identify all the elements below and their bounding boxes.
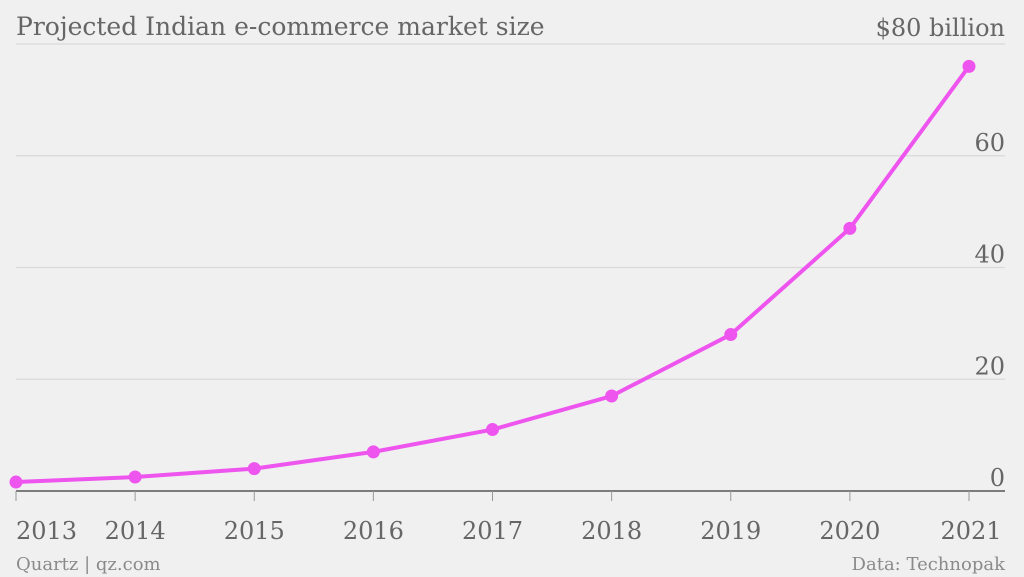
x-axis <box>15 490 1005 501</box>
x-tick-label: 2017 <box>462 517 523 545</box>
data-point <box>605 389 619 403</box>
series-layer <box>9 59 976 489</box>
data-point <box>247 462 261 476</box>
x-tick-label: 2016 <box>343 517 404 545</box>
x-tick-label: 2014 <box>105 517 166 545</box>
x-tick-label: 2018 <box>581 517 642 545</box>
x-tick-label: 2019 <box>700 517 761 545</box>
x-tick-label: 2020 <box>819 517 880 545</box>
x-tick-label: 2013 <box>16 517 77 545</box>
chart-title: Projected Indian e-commerce market size <box>16 12 545 41</box>
data-point <box>366 445 380 459</box>
gridlines <box>16 43 1005 380</box>
series-line <box>14 64 971 485</box>
y-tick-label: 20 <box>974 352 1005 380</box>
source-credit: Quartz | qz.com <box>16 554 161 575</box>
labels-layer: Projected Indian e-commerce market size … <box>16 12 1006 575</box>
y-tick-label: 40 <box>974 241 1005 269</box>
data-point <box>962 59 976 73</box>
data-point <box>843 221 857 235</box>
x-tick-label: 2015 <box>224 517 285 545</box>
data-point <box>486 423 499 437</box>
data-point <box>9 475 23 489</box>
data-point <box>128 470 142 484</box>
x-tick-label: 2021 <box>940 517 1001 545</box>
data-source: Data: Technopak <box>852 554 1007 575</box>
data-point <box>724 328 738 342</box>
y-unit-label: $80 billion <box>876 14 1005 42</box>
y-tick-label: 0 <box>990 464 1005 492</box>
y-tick-label: 60 <box>974 129 1005 157</box>
